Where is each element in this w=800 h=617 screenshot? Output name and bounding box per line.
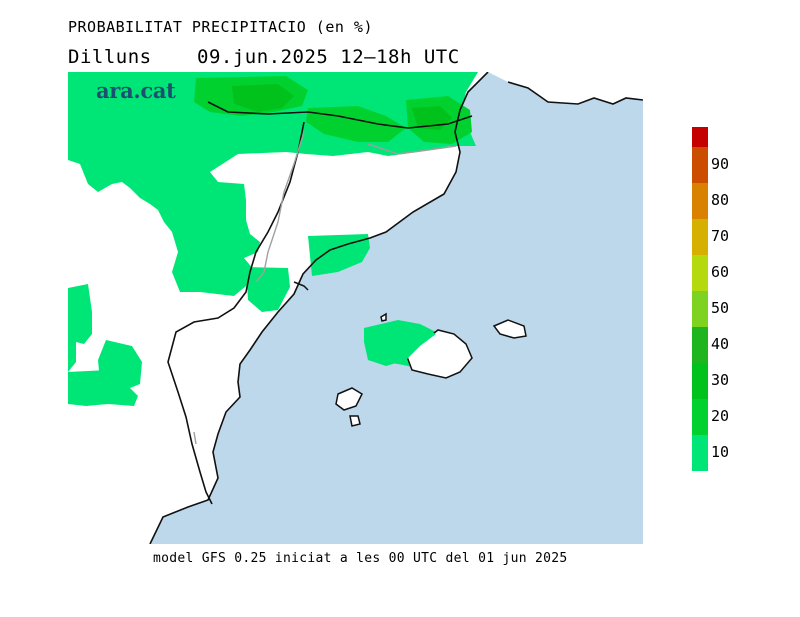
legend-swatch-10 [692,435,708,471]
land-area-north [488,72,643,104]
mallorca-green-zone [364,324,436,366]
river-lines [193,131,457,445]
legend-swatch-90 [692,147,708,183]
legend-label-50: 50 [711,299,730,317]
legend-swatch-30 [692,363,708,399]
menorca-island [492,319,527,339]
formentera-island [349,415,361,427]
ibiza-island [335,387,363,411]
forecast-day: Dilluns [68,46,152,68]
legend-swatch-60 [692,255,708,291]
legend-label-20: 20 [711,407,730,425]
forecast-date-range: 09.jun.2025 12–18h UTC [197,46,460,68]
chart-title: PROBABILITAT PRECIPITACIO (en %) [68,18,373,36]
legend-label-60: 60 [711,263,730,281]
balearic-islands [335,312,527,427]
legend-swatch-top [692,127,708,147]
legend-swatch-80 [692,183,708,219]
legend-label-70: 70 [711,227,730,245]
precipitation-map [68,72,643,544]
coastline [149,72,643,544]
brand-logo[interactable]: ara.cat [96,78,176,103]
legend-label-30: 30 [711,371,730,389]
legend-swatch-20 [692,399,708,435]
legend-swatch-70 [692,219,708,255]
legend-label-40: 40 [711,335,730,353]
cabrera-island [380,312,387,322]
model-info: model GFS 0.25 iniciat a les 00 UTC del … [153,551,568,566]
legend-swatch-40 [692,327,708,363]
legend-label-10: 10 [711,443,730,461]
delta-coast [293,281,309,291]
color-legend [692,127,708,471]
legend-swatch-50 [692,291,708,327]
legend-label-80: 80 [711,191,730,209]
legend-label-90: 90 [711,155,730,173]
